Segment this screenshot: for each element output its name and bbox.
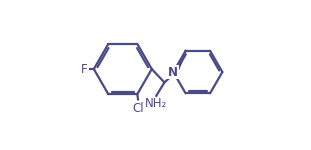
Text: F: F: [81, 63, 87, 76]
Text: N: N: [168, 66, 178, 79]
Text: Cl: Cl: [132, 102, 144, 115]
Text: NH₂: NH₂: [145, 97, 167, 110]
